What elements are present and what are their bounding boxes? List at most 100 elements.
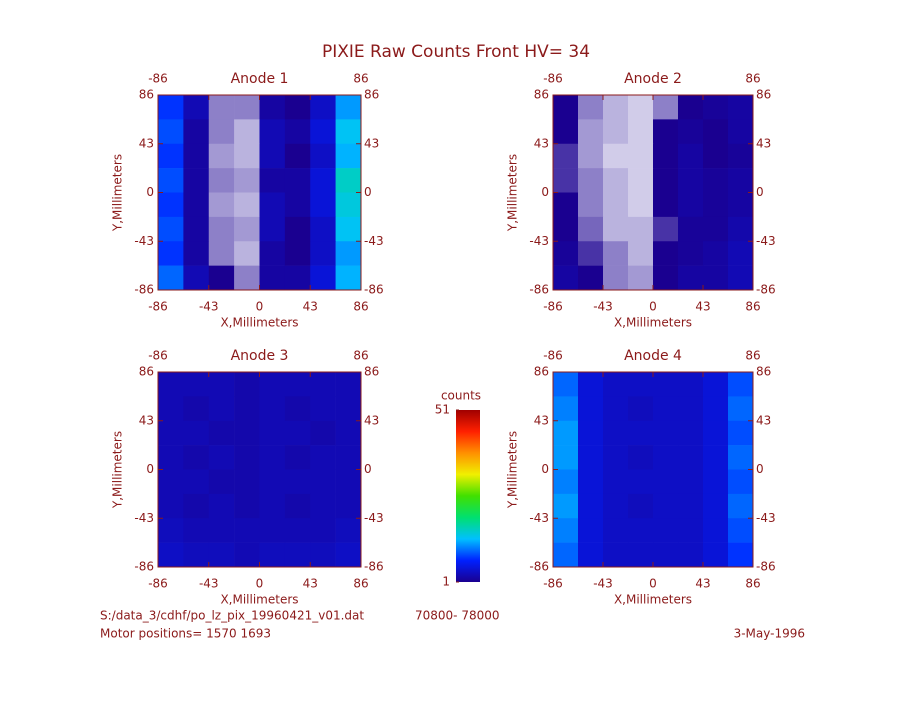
panel-title: Anode 2 [624,71,682,87]
heatmap-cell [728,445,754,470]
heatmap-cell [553,216,579,242]
heatmap-cell [603,542,629,568]
heatmap-cell [183,493,210,519]
heatmap-cell [284,119,311,145]
y-tick-label-right: 86 [364,88,379,102]
heatmap-cell [678,168,704,193]
heatmap-cell [259,493,286,519]
heatmap-cell [234,216,260,242]
heatmap-cell [703,241,729,266]
heatmap-cell [553,168,579,193]
heatmap-cell [310,143,336,169]
heatmap-cell [158,216,184,242]
heatmap-cell [208,168,235,193]
heatmap-cell [234,445,260,470]
heatmap-cell [310,192,336,218]
heatmap-cell [259,119,286,145]
heatmap-cell [183,143,210,169]
heatmap-cell [259,445,286,470]
heatmap-cell [234,493,260,519]
x-axis-title: X,Millimeters [614,593,692,607]
y-axis-title: Y,Millimeters [506,431,520,509]
x-tick-label: 86 [745,577,760,591]
heatmap-cell [653,469,679,495]
heatmap-cell [234,265,260,291]
x-tick-label: 0 [256,300,264,314]
y-tick-label: 86 [534,88,549,102]
footer-range: 70800- 78000 [415,609,500,623]
heatmap-cell [728,396,754,422]
y-tick-label: 43 [534,136,549,150]
heatmap-cell [578,192,604,218]
x-tick-label: 0 [649,300,657,314]
heatmap-cell [259,542,286,568]
y-tick-label: 43 [534,413,549,427]
heatmap-cell [553,420,579,446]
heatmap-cell [208,119,235,145]
heatmap-cell [553,265,579,291]
heatmap-cell [653,265,679,291]
heatmap-cell [310,95,336,120]
heatmap-cell [703,216,729,242]
footer-motor: Motor positions= 1570 1693 [100,627,271,641]
x-axis-title: X,Millimeters [614,316,692,330]
heatmap-cell [578,95,604,120]
y-tick-label: 86 [139,88,154,102]
heatmap-cell [678,95,704,120]
heatmap-cell [628,143,654,169]
heatmap-cell [335,445,362,470]
heatmap-cell [678,216,704,242]
heatmap-cell [628,445,654,470]
x-top-label: 86 [745,349,760,363]
heatmap-cell [234,542,260,568]
heatmap-cell [158,168,184,193]
heatmap-cell [728,542,754,568]
heatmap-cell [603,265,629,291]
heatmap-cell [728,265,754,291]
y-tick-label-right: 43 [756,136,771,150]
heatmap-cell [553,493,579,519]
heatmap-cell [653,420,679,446]
heatmap-cell [234,119,260,145]
heatmap-cell [678,518,704,543]
heatmap-cell [158,445,184,470]
heatmap-cell [728,119,754,145]
heatmap-cell [603,192,629,218]
footer-date: 3-May-1996 [734,627,805,641]
heatmap-cell [553,241,579,266]
heatmap-cell [183,216,210,242]
heatmap-cell [335,95,362,120]
y-tick-label-right: 0 [364,462,372,476]
y-tick-label-right: 43 [756,413,771,427]
heatmap-cell [653,241,679,266]
heatmap-cell [284,542,311,568]
heatmap-cell [703,518,729,543]
heatmap-cell [284,469,311,495]
heatmap-cell [728,372,754,397]
heatmap-cell [234,95,260,120]
heatmap-cell [284,396,311,422]
colorbar-tick-label: 51 [435,403,450,417]
x-tick-label: -86 [148,577,168,591]
heatmap-cell [578,493,604,519]
heatmap-cell [284,420,311,446]
heatmap-cell [259,216,286,242]
heatmap-cell [310,372,336,397]
heatmap-cell [628,265,654,291]
heatmap-cell [628,192,654,218]
heatmap-cell [284,445,311,470]
heatmap-cell [553,396,579,422]
x-tick-label: 43 [695,300,710,314]
heatmap-cell [578,542,604,568]
heatmap-cell [728,168,754,193]
panel-title: Anode 4 [624,348,682,364]
heatmap-cell [728,420,754,446]
x-tick-label: -86 [148,300,168,314]
heatmap-cell [234,469,260,495]
heatmap-cell [208,143,235,169]
y-tick-label: 0 [541,185,549,199]
heatmap-cell [678,542,704,568]
heatmap-cell [603,143,629,169]
heatmap-cell [284,143,311,169]
